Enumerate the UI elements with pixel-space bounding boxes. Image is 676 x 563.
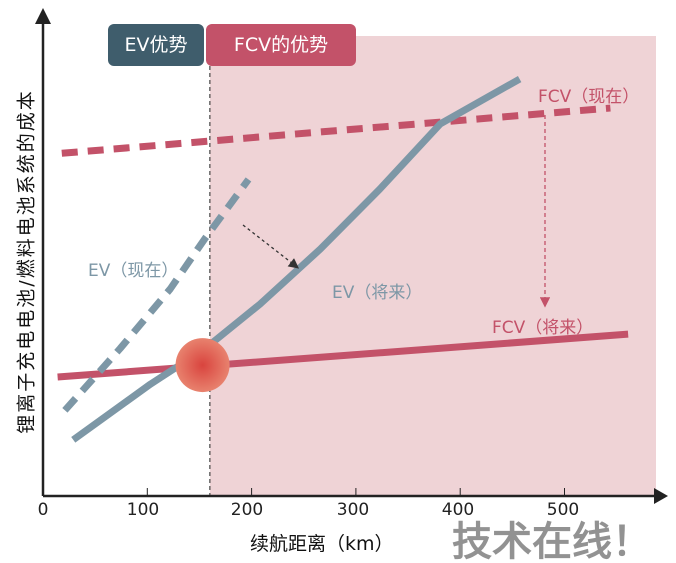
label-fcv-now: FCV（现在）	[538, 87, 640, 107]
ev-advantage-tag: EV优势	[108, 24, 204, 66]
fcv-advantage-tag: FCV的优势	[206, 24, 356, 66]
x-tick-label: 400	[441, 500, 475, 520]
series-line-3	[71, 75, 522, 443]
label-fcv-future: FCV（将来）	[492, 318, 594, 338]
series-line-1	[57, 330, 629, 381]
label-ev-future: EV（将来）	[332, 283, 423, 303]
x-tick-label: 500	[546, 500, 580, 520]
crossover-point	[175, 338, 230, 393]
watermark: 技术在线！	[452, 519, 652, 563]
x-tick-label: 100	[126, 500, 160, 520]
y-axis-label: 锂离子充电电池/燃料电池系统的成本	[15, 89, 38, 434]
x-tick-label: 200	[230, 500, 264, 520]
y-axis-arrow	[35, 8, 51, 24]
series-line-0	[61, 104, 611, 157]
x-axis-arrow	[654, 488, 668, 504]
series-line-2	[62, 177, 252, 413]
label-ev-now: EV（现在）	[88, 261, 179, 281]
x-tick-label: 0	[37, 500, 49, 520]
x-tick-label: 300	[336, 500, 370, 520]
x-axis-label: 续航距离（km）	[250, 533, 394, 555]
